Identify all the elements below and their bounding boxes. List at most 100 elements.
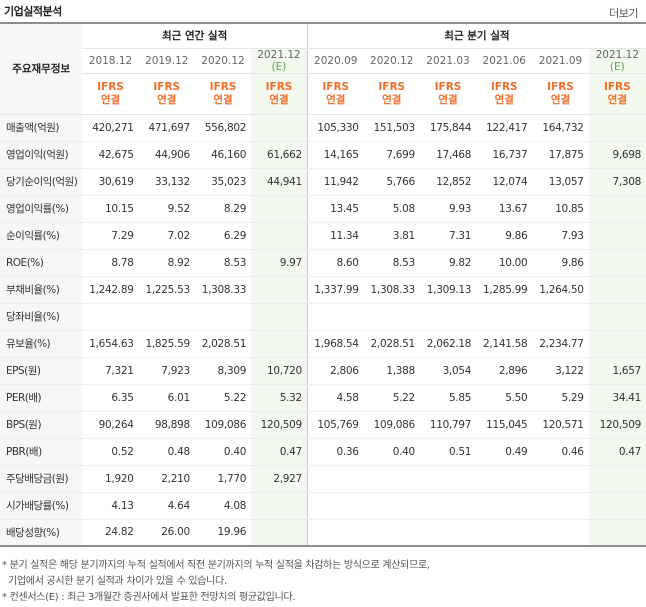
ifrs-basis: IFRS 연결 [419,73,477,115]
table-cell: 0.52 [82,438,139,466]
row-label: PBR(배) [0,438,83,466]
ifrs-basis: IFRS 연결 [588,73,646,115]
table-cell: 33,132 [138,168,195,196]
more-link[interactable]: 더보기 [609,7,638,20]
table-cell: 1,309.13 [419,275,477,304]
table-cell [251,275,308,304]
table-cell: 12,852 [419,168,477,196]
row-label: 당기순이익(억원) [0,168,83,196]
table-cell: 1,242.89 [82,275,139,304]
table-cell: 30,619 [82,168,139,196]
table-cell: 5,766 [363,168,420,196]
table-cell: 109,086 [363,411,420,439]
table-row: 영업이익률(%) 10.15 9.52 8.29 13.45 5.08 9.93 13.67 1… [0,195,646,223]
table-cell: 0.46 [532,438,589,466]
table-cell: 2,806 [306,356,364,385]
table-row: PER(배) 6.35 6.01 5.22 5.32 4.58 5.22 5.85 5.50 5.… [0,384,646,412]
group-header-annual: 최근 연간 실적 [82,22,308,49]
table-cell: 7,321 [82,356,139,385]
table-cell: 8,309 [194,356,252,385]
consolidated-label: 연결 [213,93,233,106]
table-cell: 5.08 [363,195,420,223]
row-label: ROE(%) [0,249,83,277]
table-cell [419,303,477,331]
table-cell: 1,657 [588,356,646,385]
ifrs-basis: IFRS 연결 [476,73,533,115]
table-cell [251,114,308,142]
table-cell: 6.01 [138,384,195,412]
row-label: 영업이익률(%) [0,195,83,223]
table-cell: 7.31 [419,222,477,250]
table-cell: 6.29 [194,222,252,250]
table-cell: 3,054 [419,356,477,385]
header-group-row: 주요재무정보 최근 연간 실적 최근 분기 실적 [0,22,646,115]
table-cell: 7.93 [532,222,589,250]
table-cell: 5.29 [532,384,589,412]
ifrs-label: IFRS [547,80,574,93]
table-cell: 4.64 [138,492,195,520]
period-header: 2021.12 (E) [251,48,308,74]
period-label: 2019.12 [145,54,189,67]
table-cell [306,303,364,331]
table-cell [251,195,308,223]
table-cell: 7,699 [363,141,420,169]
table-cell [251,519,308,547]
table-row: 주당배당금(원) 1,920 2,210 1,770 2,927 [0,464,646,493]
table-cell [306,519,364,547]
ifrs-label: IFRS [209,80,237,93]
ifrs-basis: IFRS 연결 [306,73,364,115]
table-cell: 105,330 [306,114,364,142]
table-cell [588,275,646,304]
table-cell: 1,968.54 [306,330,364,358]
table-cell [251,492,308,520]
table-cell [532,492,589,520]
table-cell: 10.00 [476,249,533,277]
table-cell [588,249,646,277]
table-cell: 1,308.33 [194,275,252,304]
estimate-tag: (E) [271,60,287,73]
table-cell: 8.29 [194,195,252,223]
table-cell: 5.85 [419,384,477,412]
ifrs-label: IFRS [265,80,293,93]
section-header: 기업실적분석 더보기 [0,0,646,24]
table-cell: 0.47 [251,438,308,466]
table-row: 영업이익(억원) 42,675 44,906 46,160 61,662 14,165 7,… [0,141,646,169]
table-cell: 42,675 [82,141,139,169]
group-header-quarterly: 최근 분기 실적 [306,22,646,49]
table-cell: 34.41 [588,384,646,412]
ifrs-label: IFRS [490,80,518,93]
consolidated-label: 연결 [494,93,514,106]
table-cell: 10,720 [251,356,308,385]
period-label: 2021.09 [538,54,583,67]
row-label: 유보율(%) [0,330,83,358]
table-cell: 3.81 [363,222,420,250]
header-period-row: 2018.12 2019.12 2020.12 2021.12 (E) 2020.09 2… [0,48,646,74]
table-cell [419,492,477,520]
table-cell: 556,802 [194,114,252,142]
table-cell: 11.34 [306,222,364,250]
table-cell: 2,927 [251,464,308,493]
table-cell [588,222,646,250]
table-cell: 120,509 [251,411,308,439]
table-cell [532,464,589,493]
table-row: 당좌비율(%) [0,303,646,331]
table-cell: 175,844 [419,114,477,142]
table-cell [588,492,646,520]
table-cell: 9.86 [532,249,589,277]
row-label: 매출액(억원) [0,114,83,142]
table-cell: 1,770 [194,464,252,493]
period-label: 2020.12 [370,54,414,67]
table-cell: 46,160 [194,141,252,169]
table-cell: 12,074 [476,168,533,196]
financial-analysis-table-container: 주요재무정보 최근 연간 실적 최근 분기 실적 2018.12 2019.12 2020… [0,22,646,547]
table-row: 유보율(%) 1,654.63 1,825.59 2,028.51 1,968.54 2,… [0,330,646,358]
table-cell: 1,337.99 [306,275,364,304]
table-row: ROE(%) 8.78 8.92 8.53 9.97 8.60 8.53 9.82 10.00 9… [0,249,646,277]
table-cell: 4.13 [82,492,139,520]
table-cell [251,222,308,250]
table-cell: 16,737 [476,141,533,169]
table-cell: 0.49 [476,438,533,466]
table-cell: 2,210 [138,464,195,493]
table-cell: 98,898 [138,411,195,439]
table-cell: 2,234.77 [532,330,589,358]
